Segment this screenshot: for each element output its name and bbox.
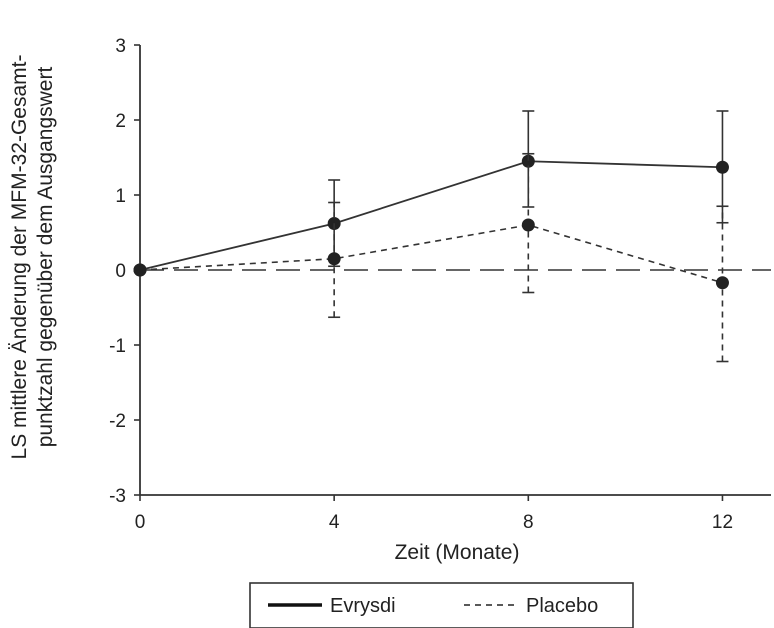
series-line-placebo — [139, 224, 723, 284]
x-tick-label: 8 — [523, 512, 534, 533]
data-point-placebo — [327, 252, 341, 266]
data-point-placebo — [521, 218, 535, 232]
y-tick-label: -3 — [109, 486, 126, 507]
series-placebo — [133, 152, 729, 363]
series-evrysdi — [133, 110, 729, 277]
y-axis-title-line-1: LS mittlere Änderung der MFM-32-Gesamt- — [8, 55, 31, 460]
x-axis-title: Zeit (Monate) — [395, 541, 520, 564]
y-axis-title-line-2: punktzahl gegenüber dem Ausgangswert — [34, 67, 57, 448]
series-layer — [133, 110, 729, 363]
y-tick-label: -1 — [109, 336, 126, 357]
y-axis-title: LS mittlere Änderung der MFM-32-Gesamt- … — [8, 55, 57, 460]
axes: 3 2 1 0 -1 -2 -3 0 4 8 12 — [109, 36, 771, 533]
data-point-evrysdi — [521, 154, 535, 168]
data-point-placebo — [133, 263, 147, 277]
x-tick-label: 12 — [712, 512, 733, 533]
y-tick-label: 3 — [115, 36, 126, 57]
data-point-evrysdi — [715, 160, 729, 174]
y-tick-label: 1 — [115, 186, 126, 207]
data-point-placebo — [715, 276, 729, 290]
series-line-evrysdi — [139, 160, 723, 271]
y-tick-label: 0 — [115, 261, 126, 282]
legend-label-placebo: Placebo — [526, 595, 598, 617]
y-tick-label: -2 — [109, 411, 126, 432]
y-tick-label: 2 — [115, 111, 126, 132]
x-tick-label: 4 — [329, 512, 340, 533]
legend-label-evrysdi: Evrysdi — [330, 595, 396, 617]
legend: Evrysdi Placebo — [249, 582, 634, 628]
x-tick-label: 0 — [135, 512, 146, 533]
